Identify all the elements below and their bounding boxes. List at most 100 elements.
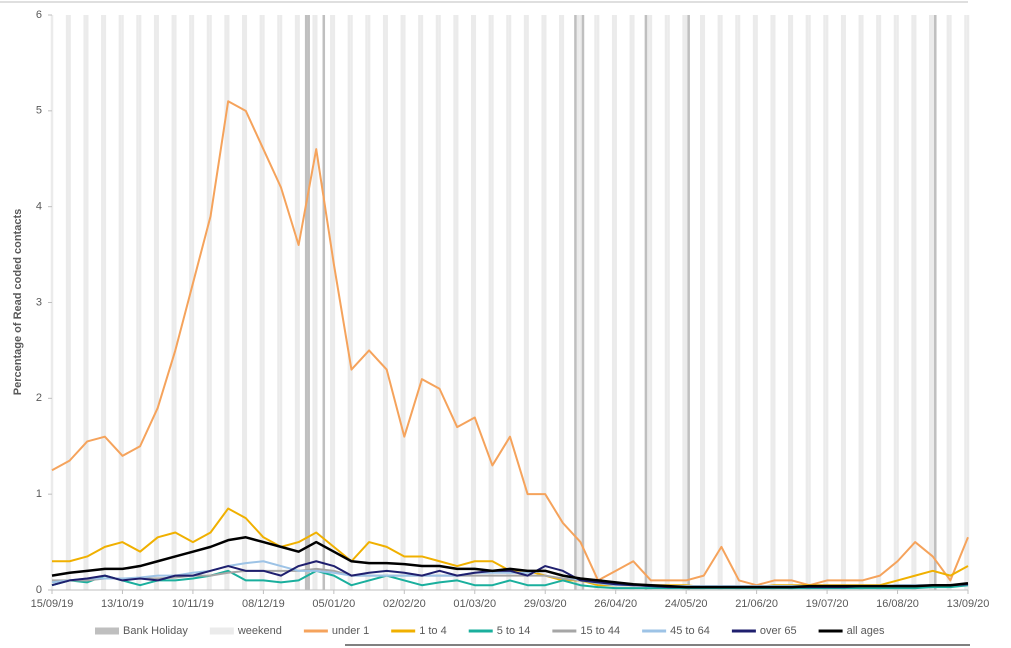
weekend-band — [611, 15, 615, 590]
weekend-band — [491, 15, 494, 590]
weekend-band — [121, 15, 124, 590]
weekend-band — [523, 15, 527, 590]
x-tick-label: 15/09/19 — [31, 598, 74, 610]
legend-label: weekend — [237, 625, 282, 637]
weekend-band — [226, 15, 230, 590]
y-tick-label: 5 — [36, 105, 42, 117]
series-line — [51, 100, 969, 587]
weekend-band — [103, 15, 107, 590]
weekend-band — [896, 15, 899, 590]
weekend-band — [737, 15, 741, 590]
weekend-band — [667, 15, 670, 590]
x-tick-label: 01/03/20 — [453, 598, 496, 610]
x-tick-label: 05/01/20 — [312, 598, 355, 610]
weekend-band — [629, 15, 633, 590]
x-tick-label: 10/11/19 — [172, 598, 214, 610]
weekend-band — [805, 15, 809, 590]
weekend-band — [823, 15, 826, 590]
weekend-band — [136, 15, 139, 590]
legend-label: 1 to 4 — [419, 625, 447, 637]
weekend-band — [209, 15, 212, 590]
legend-label: all ages — [847, 625, 885, 637]
legend-swatch — [95, 627, 119, 635]
weekend-band — [649, 15, 653, 590]
weekend-band — [332, 15, 336, 590]
weekend-band — [861, 15, 864, 590]
weekend-band — [717, 15, 721, 590]
weekend-band — [400, 15, 404, 590]
weekend-band — [596, 15, 600, 590]
weekend-band — [262, 15, 265, 590]
weekend-band — [294, 15, 298, 590]
weekend-band — [470, 15, 474, 590]
weekend-band — [365, 15, 368, 590]
weekend-band — [931, 15, 935, 590]
weekend-band — [297, 15, 300, 590]
weekend-band — [808, 15, 811, 590]
y-tick-label: 3 — [36, 296, 42, 308]
weekend-band — [385, 15, 388, 590]
weekend-band — [156, 15, 159, 590]
bank-holiday-band — [307, 15, 310, 590]
weekend-band — [241, 15, 245, 590]
x-tick-label: 26/04/20 — [594, 598, 637, 610]
weekend-band — [614, 15, 617, 590]
x-tick-label: 02/02/20 — [383, 598, 426, 610]
weekend-band — [843, 15, 846, 590]
bank-holiday-band — [322, 15, 326, 590]
y-tick-label: 0 — [36, 584, 42, 596]
bank-holiday-band — [574, 15, 577, 590]
weekend-band — [403, 15, 406, 590]
x-tick-label: 21/06/20 — [735, 598, 778, 610]
weekend-band — [878, 15, 882, 590]
weekend-band — [153, 15, 157, 590]
weekend-band — [189, 15, 192, 590]
weekend-band — [825, 15, 829, 590]
weekend-band — [966, 15, 970, 590]
weekend-band — [543, 15, 547, 590]
weekend-band — [647, 15, 650, 590]
weekend-band — [85, 15, 89, 590]
weekend-band — [224, 15, 227, 590]
weekend-band — [755, 15, 758, 590]
weekend-band — [664, 15, 668, 590]
weekend-band — [770, 15, 773, 590]
weekend-band — [420, 15, 424, 590]
weekend-band — [347, 15, 351, 590]
weekend-band — [418, 15, 421, 590]
weekend-band — [699, 15, 703, 590]
weekend-band — [840, 15, 844, 590]
weekend-band — [473, 15, 477, 590]
weekend-band — [911, 15, 914, 590]
weekend-band — [277, 15, 280, 590]
weekend-band — [752, 15, 756, 590]
weekend-band — [949, 15, 952, 590]
weekend-band — [312, 15, 315, 590]
weekend-band — [594, 15, 597, 590]
weekend-band — [191, 15, 195, 590]
legend-label: 5 to 14 — [497, 625, 531, 637]
y-tick-label: 2 — [36, 392, 42, 404]
weekend-band — [171, 15, 175, 590]
weekend-band — [118, 15, 122, 590]
x-tick-label: 16/08/20 — [876, 598, 919, 610]
weekend-band — [579, 15, 582, 590]
weekend-band — [435, 15, 439, 590]
series-line — [51, 536, 969, 589]
weekend-band — [682, 15, 685, 590]
weekend-band — [559, 15, 562, 590]
legend-label: under 1 — [332, 625, 369, 637]
x-tick-label: 13/10/19 — [101, 598, 144, 610]
weekend-band — [206, 15, 210, 590]
weekend-band — [946, 15, 950, 590]
weekend-band — [83, 15, 86, 590]
bank-holiday-band — [934, 15, 937, 590]
weekend-band — [455, 15, 459, 590]
x-tick-label: 08/12/19 — [242, 598, 285, 610]
weekend-band — [367, 15, 371, 590]
weekend-band — [858, 15, 862, 590]
x-tick-label: 29/03/20 — [524, 598, 567, 610]
legend-label: 15 to 44 — [580, 625, 620, 637]
weekend-band — [561, 15, 565, 590]
